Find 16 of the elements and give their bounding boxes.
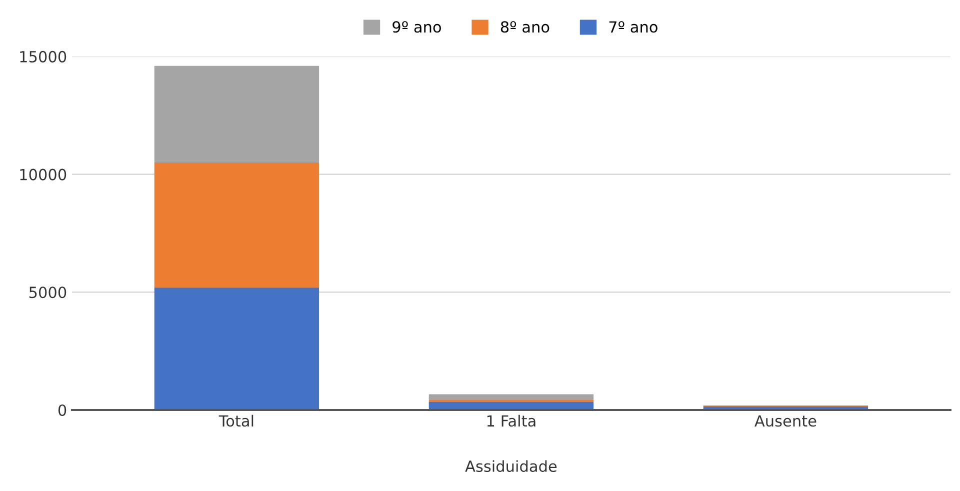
x-tick-label: Ausente: [754, 415, 816, 427]
x-tick-label: 1 Falta: [487, 414, 536, 427]
legend-label: 9º ano: [392, 21, 441, 33]
bar: [154, 287, 320, 410]
y-tick-label: 10000: [20, 168, 66, 180]
bar: [428, 394, 594, 400]
y-tick-label: 5000: [29, 286, 66, 298]
y-tick-label: 0: [58, 404, 66, 416]
y-tick-label: 15000: [20, 50, 66, 62]
bar: [428, 399, 594, 402]
bar: [154, 162, 320, 288]
x-axis-title: Assiduidade: [465, 460, 557, 472]
bar: [154, 66, 320, 163]
legend-label: 8º ano: [500, 21, 550, 33]
legend-label: 7º ano: [609, 21, 658, 33]
x-tick-label: Total: [218, 414, 254, 427]
